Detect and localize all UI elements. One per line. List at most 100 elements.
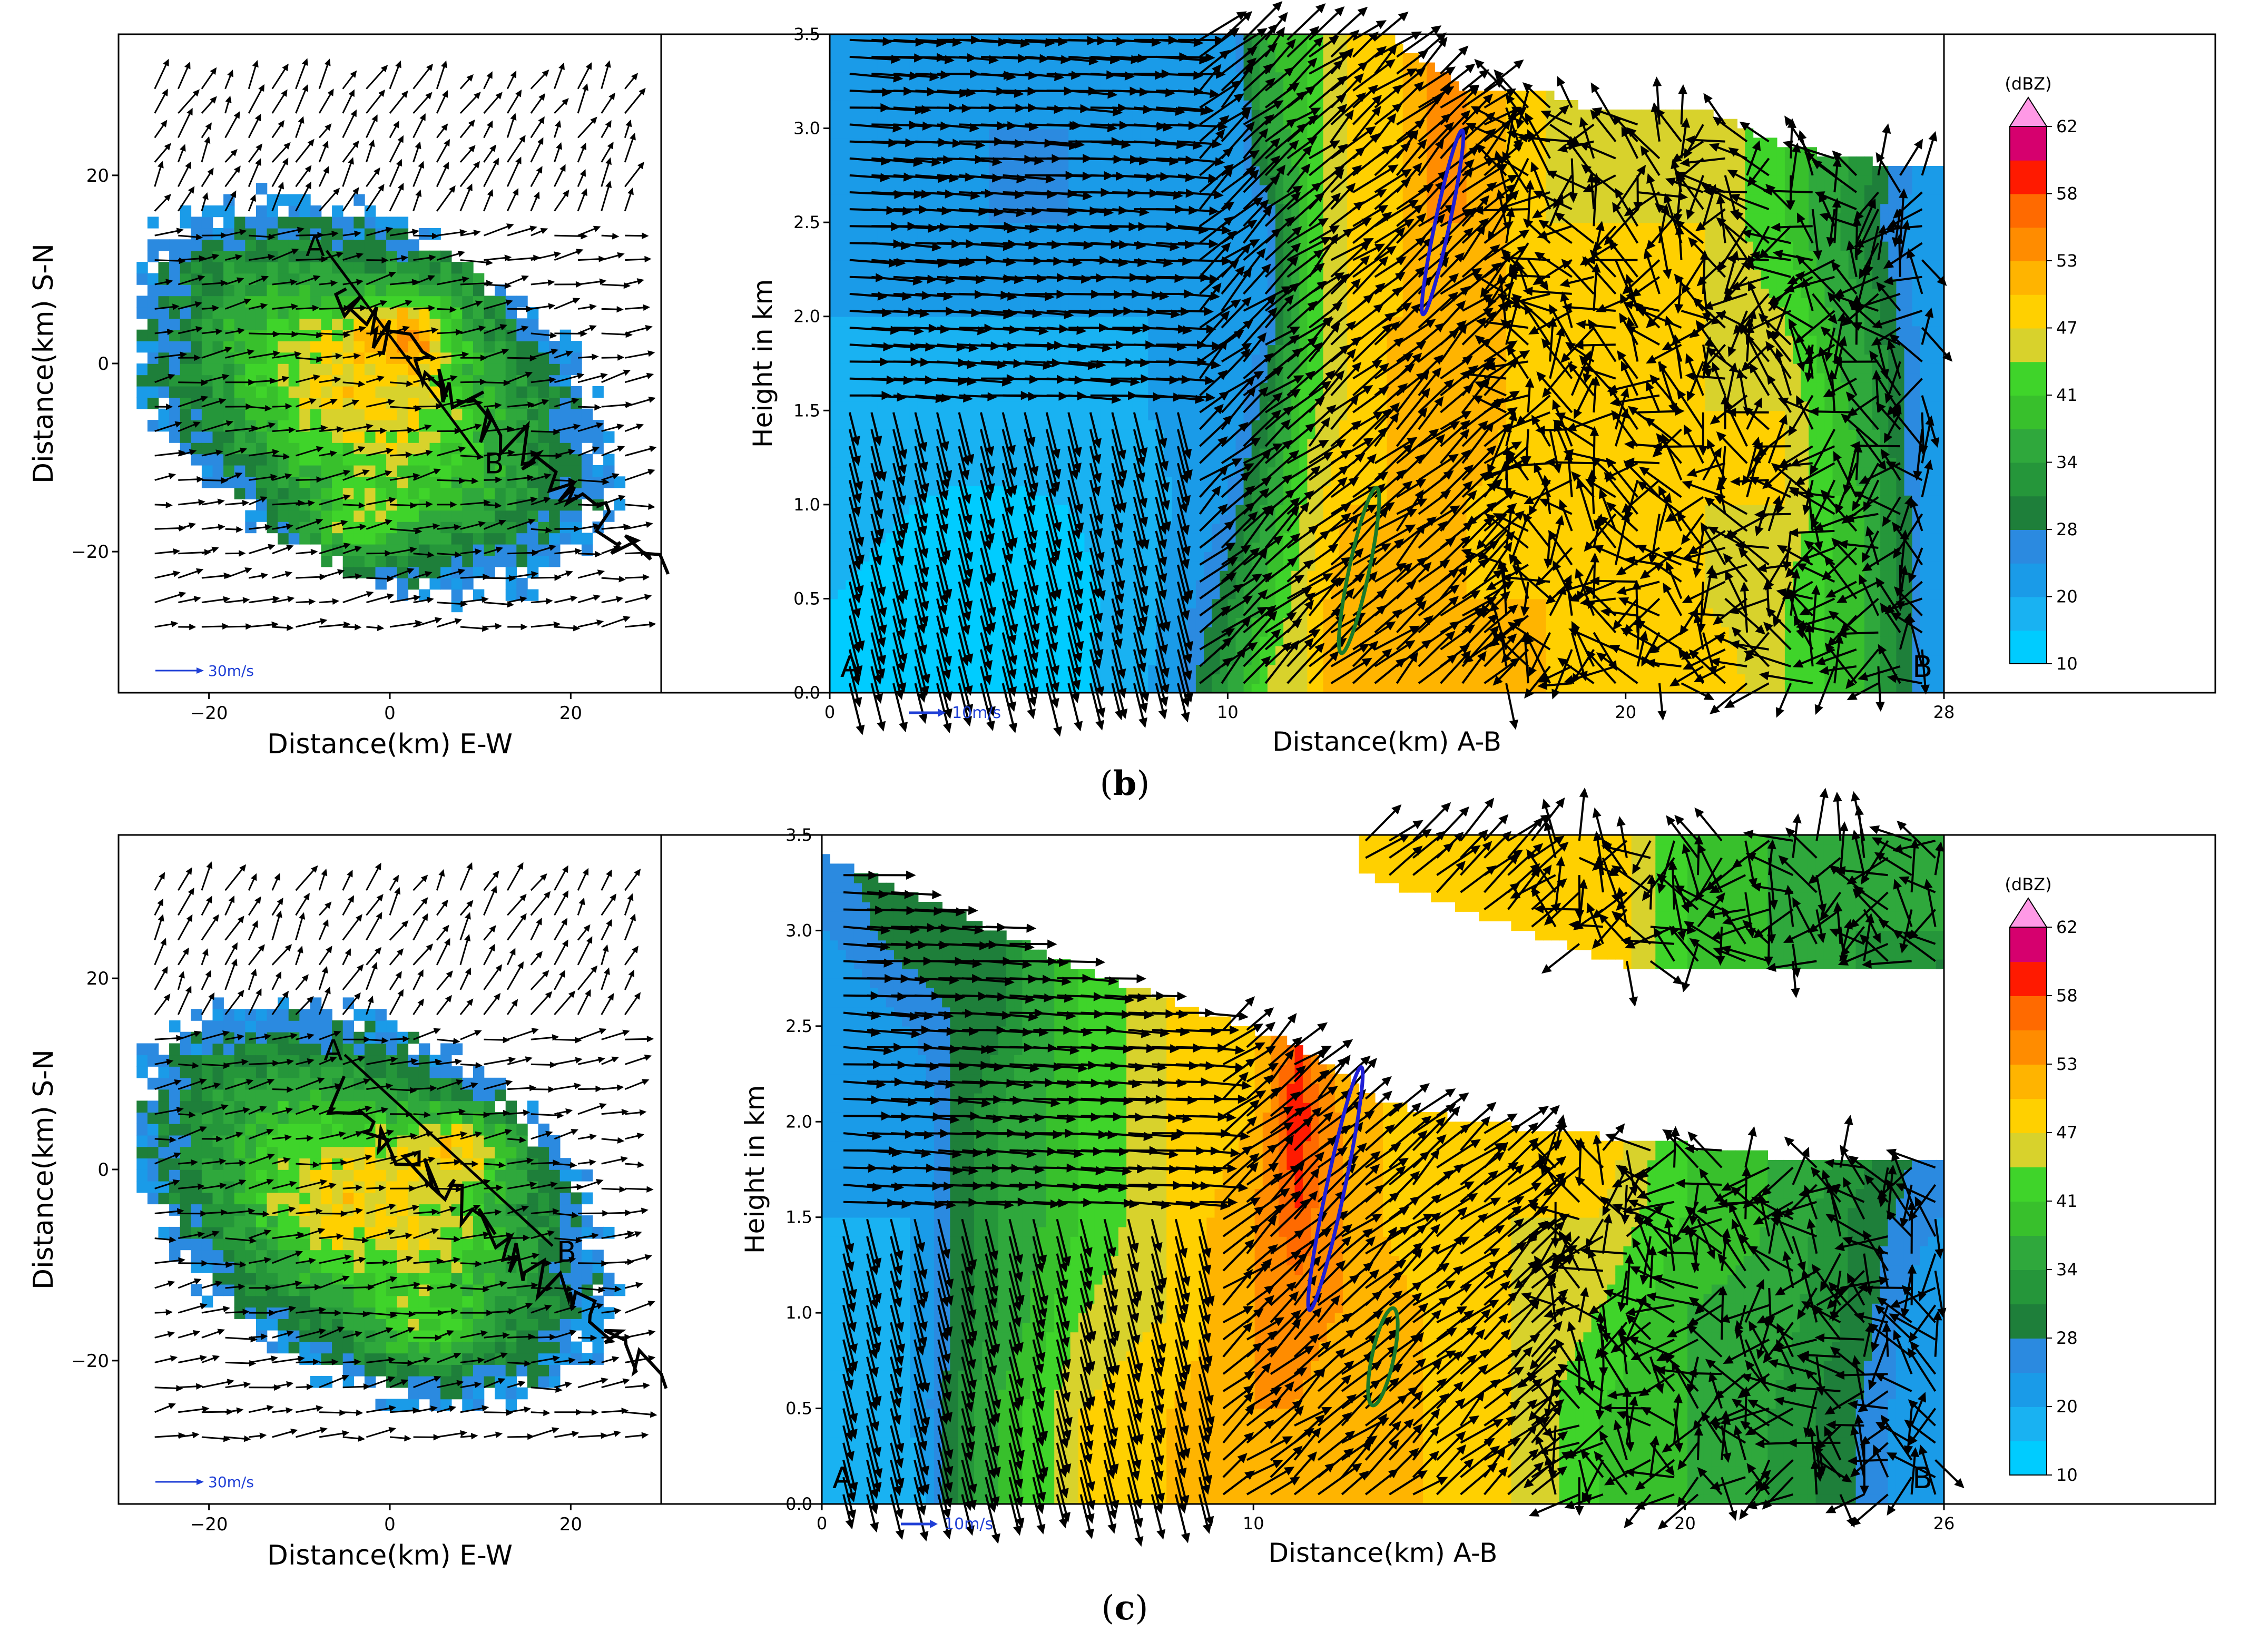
section-end-label-a: A [840,650,860,684]
section-ytick-label: 1.5 [785,1207,812,1227]
colorbar: 62 58 53 47 41 34 28 20 10 (dBZ) [2005,874,2077,1485]
colorbar-tick-label: 58 [2056,986,2078,1006]
colorbar-tick-label: 41 [2056,1191,2078,1211]
section-ref-label: 10m/s [952,704,1001,722]
blue-ellipse [1306,1065,1365,1312]
map-ytick-label: 20 [86,968,109,989]
map-ref-arrowhead [197,1479,204,1485]
section-end-label-b: B [1912,650,1932,684]
map-xlabel: Distance(km) E-W [267,729,513,760]
map-plot: A B −20 0 20 20 0 −20 Distance(km) E-W Distance(k… [28,33,670,760]
colorbar-unit: (dBZ) [2005,874,2051,894]
panel-c: A B −20 0 20 20 0 −20 Distance(km) E-W Distance(k… [28,787,2216,1571]
map-xtick-label: 0 [384,703,396,724]
map-ylabel: Distance(km) S-N [28,243,60,484]
section-ytick-label: 2.5 [793,212,820,232]
section-ytick-label: 1.5 [793,400,820,420]
section-ytick-label: 0.0 [793,683,820,703]
colorbar: 62 58 53 47 41 34 28 20 10 (dBZ) [2005,74,2077,674]
colorbar-tick-label: 58 [2056,184,2078,204]
section-xtick-label: 20 [1615,702,1636,722]
map-ylabel: Distance(km) S-N [28,1049,60,1290]
map-point-a: A [306,230,325,263]
section-plot: 0 10 20 28 0.0 0.5 1.0 1.5 2.0 2.5 3.0 3.5 Distance(… [748,1,1955,757]
section-ytick-label: 3.5 [793,24,820,44]
section-ticks: 0 10 20 26 0.0 0.5 1.0 1.5 2.0 2.5 3.0 3.5 [785,825,1955,1533]
section-axes-frame [829,33,1945,694]
section-ytick-label: 1.0 [785,1303,812,1323]
section-ref-arrowhead [938,709,946,717]
map-ref-label: 30m/s [208,1473,254,1491]
colorbar-tick-label: 53 [2056,251,2078,271]
map-xtick-label: 20 [559,703,582,724]
section-plot: 0 10 20 26 0.0 0.5 1.0 1.5 2.0 2.5 3.0 3.5 Distance(… [740,787,1965,1568]
map-ytick-label: 0 [97,353,109,375]
colorbar-tick-label: 41 [2056,385,2078,405]
map-ytick-label: −20 [71,1351,109,1372]
map-ytick-label: 20 [86,165,109,186]
section-ytick-label: 2.5 [785,1016,812,1036]
section-ytick-label: 3.5 [785,825,812,845]
map-xtick-label: −20 [190,703,228,724]
colorbar-tick-label: 20 [2056,1397,2078,1417]
blue-ellipse [1420,128,1466,317]
colorbar-tick-label: 10 [2056,1465,2078,1485]
colorbar-tick-label: 62 [2056,917,2078,937]
colorbar-tick-label: 34 [2056,453,2078,473]
colorbar-tick-label: 53 [2056,1054,2078,1074]
section-ref-arrowhead [930,1520,938,1528]
map-ref-label: 30m/s [208,662,254,680]
green-ellipse [1337,486,1381,655]
section-ticks: 0 10 20 28 0.0 0.5 1.0 1.5 2.0 2.5 3.0 3.5 [793,24,1955,722]
colorbar-tick-label: 62 [2056,116,2078,136]
map-plot: A B −20 0 20 20 0 −20 Distance(km) E-W Distance(k… [28,834,668,1571]
colorbar-tick-label: 47 [2056,318,2078,338]
map-ref-arrowhead [197,667,204,674]
section-ytick-label: 1.0 [793,495,820,515]
section-ytick-label: 3.0 [793,119,820,139]
map-wind-vectors [154,861,657,1442]
section-ylabel: Height in km [740,1085,770,1254]
section-ytick-label: 3.0 [785,920,812,940]
section-xlabel: Distance(km) A-B [1269,1538,1498,1568]
colorbar-tick-label: 34 [2056,1260,2078,1280]
colorbar-tick-label: 20 [2056,587,2078,607]
map-ticks: −20 0 20 20 0 −20 [71,968,582,1535]
section-ylabel: Height in km [748,279,778,448]
cross-section-line [325,250,482,459]
caption-c: (c) [1072,1588,1177,1628]
cross-section-line [343,1054,554,1247]
section-ytick-label: 0.0 [785,1494,812,1514]
map-point-b: B [485,447,504,480]
map-ytick-label: 0 [97,1159,109,1181]
section-end-label-b: B [1912,1461,1932,1496]
map-xtick-label: 20 [559,1514,582,1535]
colorbar-extend-arrow [2009,897,2048,928]
map-coastline [333,287,670,575]
map-reflectivity-field [136,997,626,1411]
map-ytick-label: −20 [71,542,109,563]
section-end-label-a: A [832,1461,852,1496]
section-ytick-label: 0.5 [793,588,820,608]
map-point-a: A [323,1034,343,1067]
caption-b: (b) [1072,764,1177,803]
map-wind-vectors [154,58,657,632]
section-ref-label: 10m/s [944,1515,993,1533]
section-reflectivity-field [822,835,1944,1504]
colorbar-tick-label: 28 [2056,519,2078,539]
section-xtick-label: 10 [1243,1513,1264,1533]
section-xtick-label: 28 [1933,702,1955,722]
colorbar-tick-label: 10 [2056,654,2078,674]
section-xtick-label: 20 [1674,1513,1696,1533]
colorbar-unit: (dBZ) [2005,74,2051,94]
section-wind-vectors [848,1,1953,737]
section-xtick-label: 0 [817,1513,827,1533]
section-ytick-label: 2.0 [785,1112,812,1132]
map-xtick-label: −20 [190,1514,228,1535]
section-xtick-label: 26 [1933,1513,1955,1533]
map-ticks: −20 0 20 20 0 −20 [71,165,582,724]
map-xtick-label: 0 [384,1514,396,1535]
green-ellipse [1366,1306,1400,1408]
map-coastline [326,1075,668,1389]
